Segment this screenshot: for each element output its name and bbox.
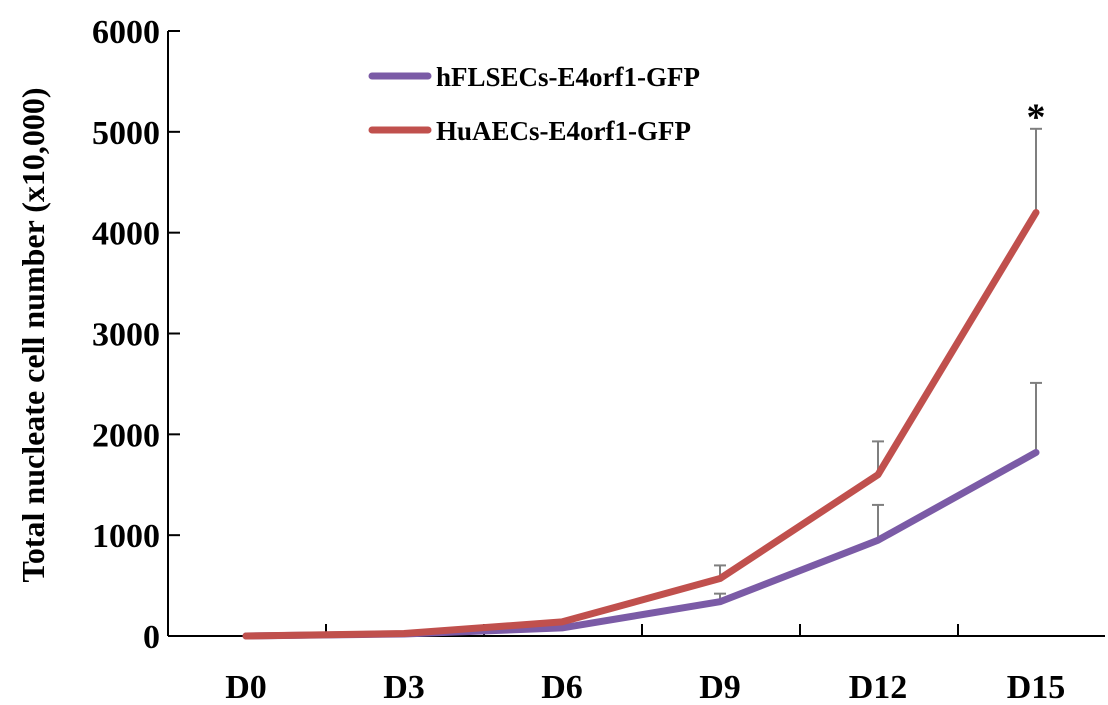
y-tick-label: 2000 [92,417,160,454]
chart-legend: hFLSECs-E4orf1-GFP HuAECs-E4orf1-GFP [368,62,700,146]
y-tick-label: 4000 [92,216,160,253]
legend-label-0: hFLSECs-E4orf1-GFP [436,62,700,92]
x-tick-label: D3 [383,669,425,705]
y-tick-label: 0 [143,619,160,656]
series-line-1 [242,209,1040,640]
x-tick-label: D6 [541,669,583,705]
series-lines [242,209,1040,640]
y-tick-label: 5000 [92,115,160,152]
y-tick-label: 3000 [92,317,160,354]
y-axis-title: Total nucleate cell number (x10,000) [15,87,51,582]
series-line-0 [242,448,1040,640]
y-tick-label: 1000 [92,518,160,555]
legend-label-1: HuAECs-E4orf1-GFP [436,116,691,146]
x-tick-label: D0 [225,669,267,705]
x-tick-label: D9 [699,669,741,705]
x-tick-label: D12 [849,669,908,705]
chart-axes: 0 1000 2000 3000 4000 5000 6000 D0 D3 D6 D9 D12 D15 [92,14,1105,705]
error-bars [714,127,1042,602]
significance-marker: * [1027,97,1046,139]
chart-annotations: * [1027,97,1046,139]
y-tick-label: 6000 [92,14,160,51]
x-tick-label: D15 [1007,669,1066,705]
